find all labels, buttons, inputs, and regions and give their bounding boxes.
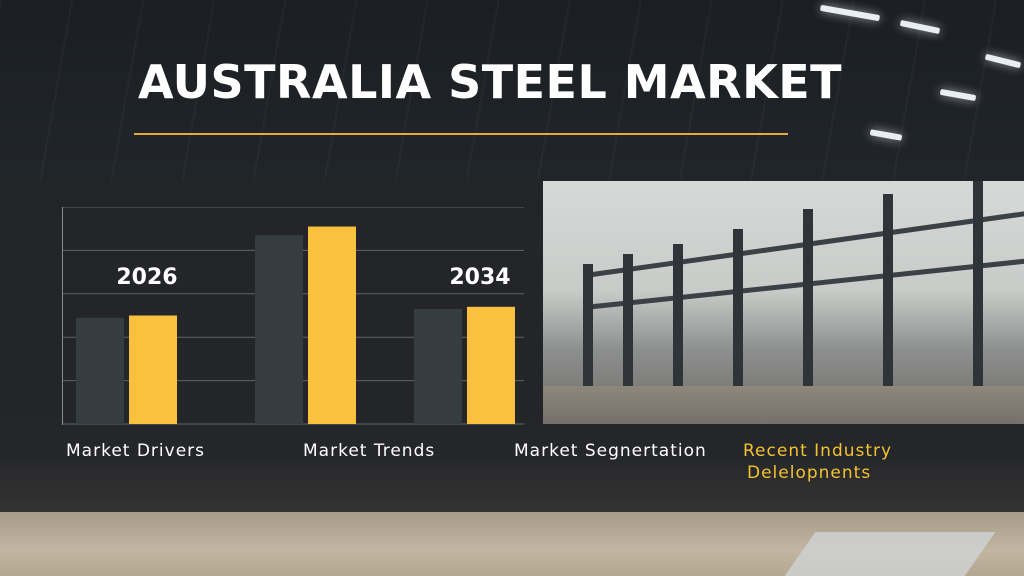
year-annotation-2034: 2034 <box>449 265 510 290</box>
label-recent-developments: Delelopnents <box>747 463 872 483</box>
bar-2-series-0 <box>414 308 462 424</box>
label-market-drivers: Market Drivers <box>66 441 206 461</box>
bar-0-series-0 <box>76 317 124 424</box>
label-recent-industry: Recent Industry <box>743 441 893 461</box>
floor-walkway <box>784 532 996 576</box>
roof-structure <box>0 0 1024 190</box>
year-annotation-2026: 2026 <box>116 265 177 290</box>
label-market-segmentation: Market Segnertation <box>514 441 707 461</box>
page-title: AUSTRALIA STEEL MARKET <box>138 55 843 109</box>
bar-1-series-0 <box>255 235 303 424</box>
title-underline <box>134 133 788 135</box>
bar-0-series-1 <box>129 315 177 424</box>
warehouse-photo <box>543 181 1024 424</box>
bar-1-series-1 <box>308 226 356 424</box>
bar-chart: 2026 2034 <box>62 207 524 425</box>
bar-2-series-1 <box>467 306 515 424</box>
label-market-trends: Market Trends <box>303 441 436 461</box>
